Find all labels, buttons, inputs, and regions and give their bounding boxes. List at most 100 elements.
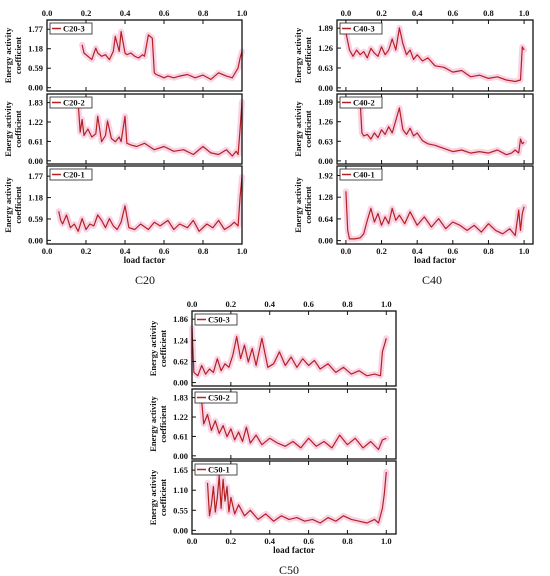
y-axis-label: Energy activitycoefficient [3,177,23,233]
y-tick-label: 0.00 [318,236,333,246]
series-halo-c50-3 [189,325,390,379]
y-tick-label: 0.62 [173,356,188,366]
y-axis-label-line: coefficient [303,110,313,147]
y-axis-label: Energy activitycoefficient [3,101,23,157]
x-tick-label-bottom: 0.4 [412,246,423,256]
y-tick-label: 1.22 [173,412,188,422]
x-tick-label-top: 0.6 [448,8,459,18]
legend-label: C20-1 [63,170,85,180]
series-line-c20-1 [58,176,243,232]
x-tick-label-top: 0.0 [341,8,352,18]
panel-frame [46,165,243,245]
panel-c40-2: 0.00 0.63 1.26 1.89 Energy activitycoefficie… [293,93,534,166]
series-line-c50-1 [206,471,387,524]
panel-c20-3: 0.00 0.59 1.18 1.77 Energy activitycoefficie… [3,19,245,93]
panel-frame [191,388,397,460]
panel-c50-2: 0.00 0.61 1.22 1.83 Energy activitycoefficie… [148,388,397,461]
legend-label: C20-2 [63,98,85,108]
y-axis-label-line: Energy activity [293,101,303,157]
panel-frame [46,93,243,165]
legend-label: C40-2 [353,98,375,108]
y-tick-label: 0.61 [173,431,188,441]
x-tick-label-top: 1.0 [237,8,248,18]
y-tick-label: 1.22 [28,117,43,127]
x-tick-label-bottom: 0.2 [81,246,92,256]
legend-label: C50-1 [208,465,230,475]
y-tick-label: 1.89 [318,97,333,107]
x-tick-label-bottom: 0.2 [226,536,237,546]
x-tick-label-bottom: 0.8 [483,246,494,256]
y-tick-label: 0.59 [28,214,43,224]
panel-frame [336,19,534,92]
x-tick-label-bottom: 0.8 [342,536,353,546]
x-tick-label-bottom: 0.8 [198,246,209,256]
x-axis-label: load factor [273,545,315,555]
x-tick-label-top: 1.0 [519,8,530,18]
y-tick-label: 1.28 [318,192,333,202]
y-tick-label: 0.00 [318,83,333,93]
y-axis-label: Energy activitycoefficient [293,177,313,233]
y-axis-label-line: coefficient [303,186,313,223]
x-tick-label-top: 0.2 [376,8,387,18]
y-tick-label: 1.89 [318,23,333,33]
x-tick-label-bottom: 0.2 [376,246,387,256]
panel-c50-3: 0.00 0.62 1.24 1.86 Energy activitycoefficie… [148,310,397,388]
x-tick-label-top: 0.4 [412,8,423,18]
legend-box [49,168,93,181]
y-axis-label-line: Energy activity [3,101,13,157]
series-line-c50-2 [201,401,387,451]
x-tick-label-bottom: 0.4 [120,246,131,256]
y-axis-label-line: Energy activity [148,320,158,376]
x-tick-label-bottom: 1.0 [381,536,392,546]
x-tick-label-top: 0.6 [159,8,170,18]
y-tick-label: 1.65 [173,465,188,475]
x-tick-label-top: 0.2 [81,8,92,18]
panel-frame [191,460,397,535]
y-axis-label-line: Energy activity [148,469,158,525]
legend-box [339,96,383,109]
y-tick-label: 1.24 [173,335,189,345]
y-tick-label: 0.63 [318,136,333,146]
x-tick-label-top: 0.0 [187,299,198,309]
y-axis-label-line: coefficient [13,110,23,147]
series-line-c20-2 [77,101,243,157]
panel-frame [46,19,243,92]
chart-caption: C50 [279,563,299,576]
panel-c40-1: 0.00 0.64 1.28 1.92 Energy activitycoefficie… [293,165,534,246]
y-tick-label: 1.92 [318,170,333,180]
y-tick-label: 1.18 [28,193,43,203]
x-tick-label-bottom: 1.0 [237,246,248,256]
y-tick-label: 0.00 [318,156,333,166]
series-halo-c20-1 [55,173,245,235]
legend-label: C40-1 [353,170,375,180]
y-axis-label-line: coefficient [13,37,23,74]
y-axis-label-line: coefficient [158,330,168,367]
x-tick-label-top: 0.0 [42,8,53,18]
y-tick-label: 1.77 [28,24,44,34]
y-tick-label: 0.00 [28,83,43,93]
y-tick-label: 1.10 [173,485,188,495]
legend-label: C20-3 [63,24,85,34]
legend-label: C50-2 [208,393,230,403]
y-axis-label-line: Energy activity [293,27,303,83]
y-axis-label-line: Energy activity [3,177,13,233]
panel-frame [336,93,534,165]
y-axis-label: Energy activitycoefficient [148,320,168,376]
x-tick-label-bottom: 0.6 [303,536,314,546]
y-tick-label: 1.83 [28,98,43,108]
x-axis-label: load factor [414,255,456,265]
y-axis-label: Energy activitycoefficient [3,27,23,83]
y-tick-label: 0.00 [28,156,43,166]
y-axis-label: Energy activitycoefficient [148,396,168,452]
y-tick-label: 0.00 [173,378,188,388]
x-tick-label-bottom: 0.6 [159,246,170,256]
series-line-c40-1 [345,191,525,240]
panel-c50-1: 0.00 0.55 1.10 1.65 Energy activitycoefficie… [148,460,397,535]
x-tick-label-bottom: 0.6 [448,246,459,256]
series-halo-c40-2 [357,98,528,158]
legend-box [194,391,238,404]
